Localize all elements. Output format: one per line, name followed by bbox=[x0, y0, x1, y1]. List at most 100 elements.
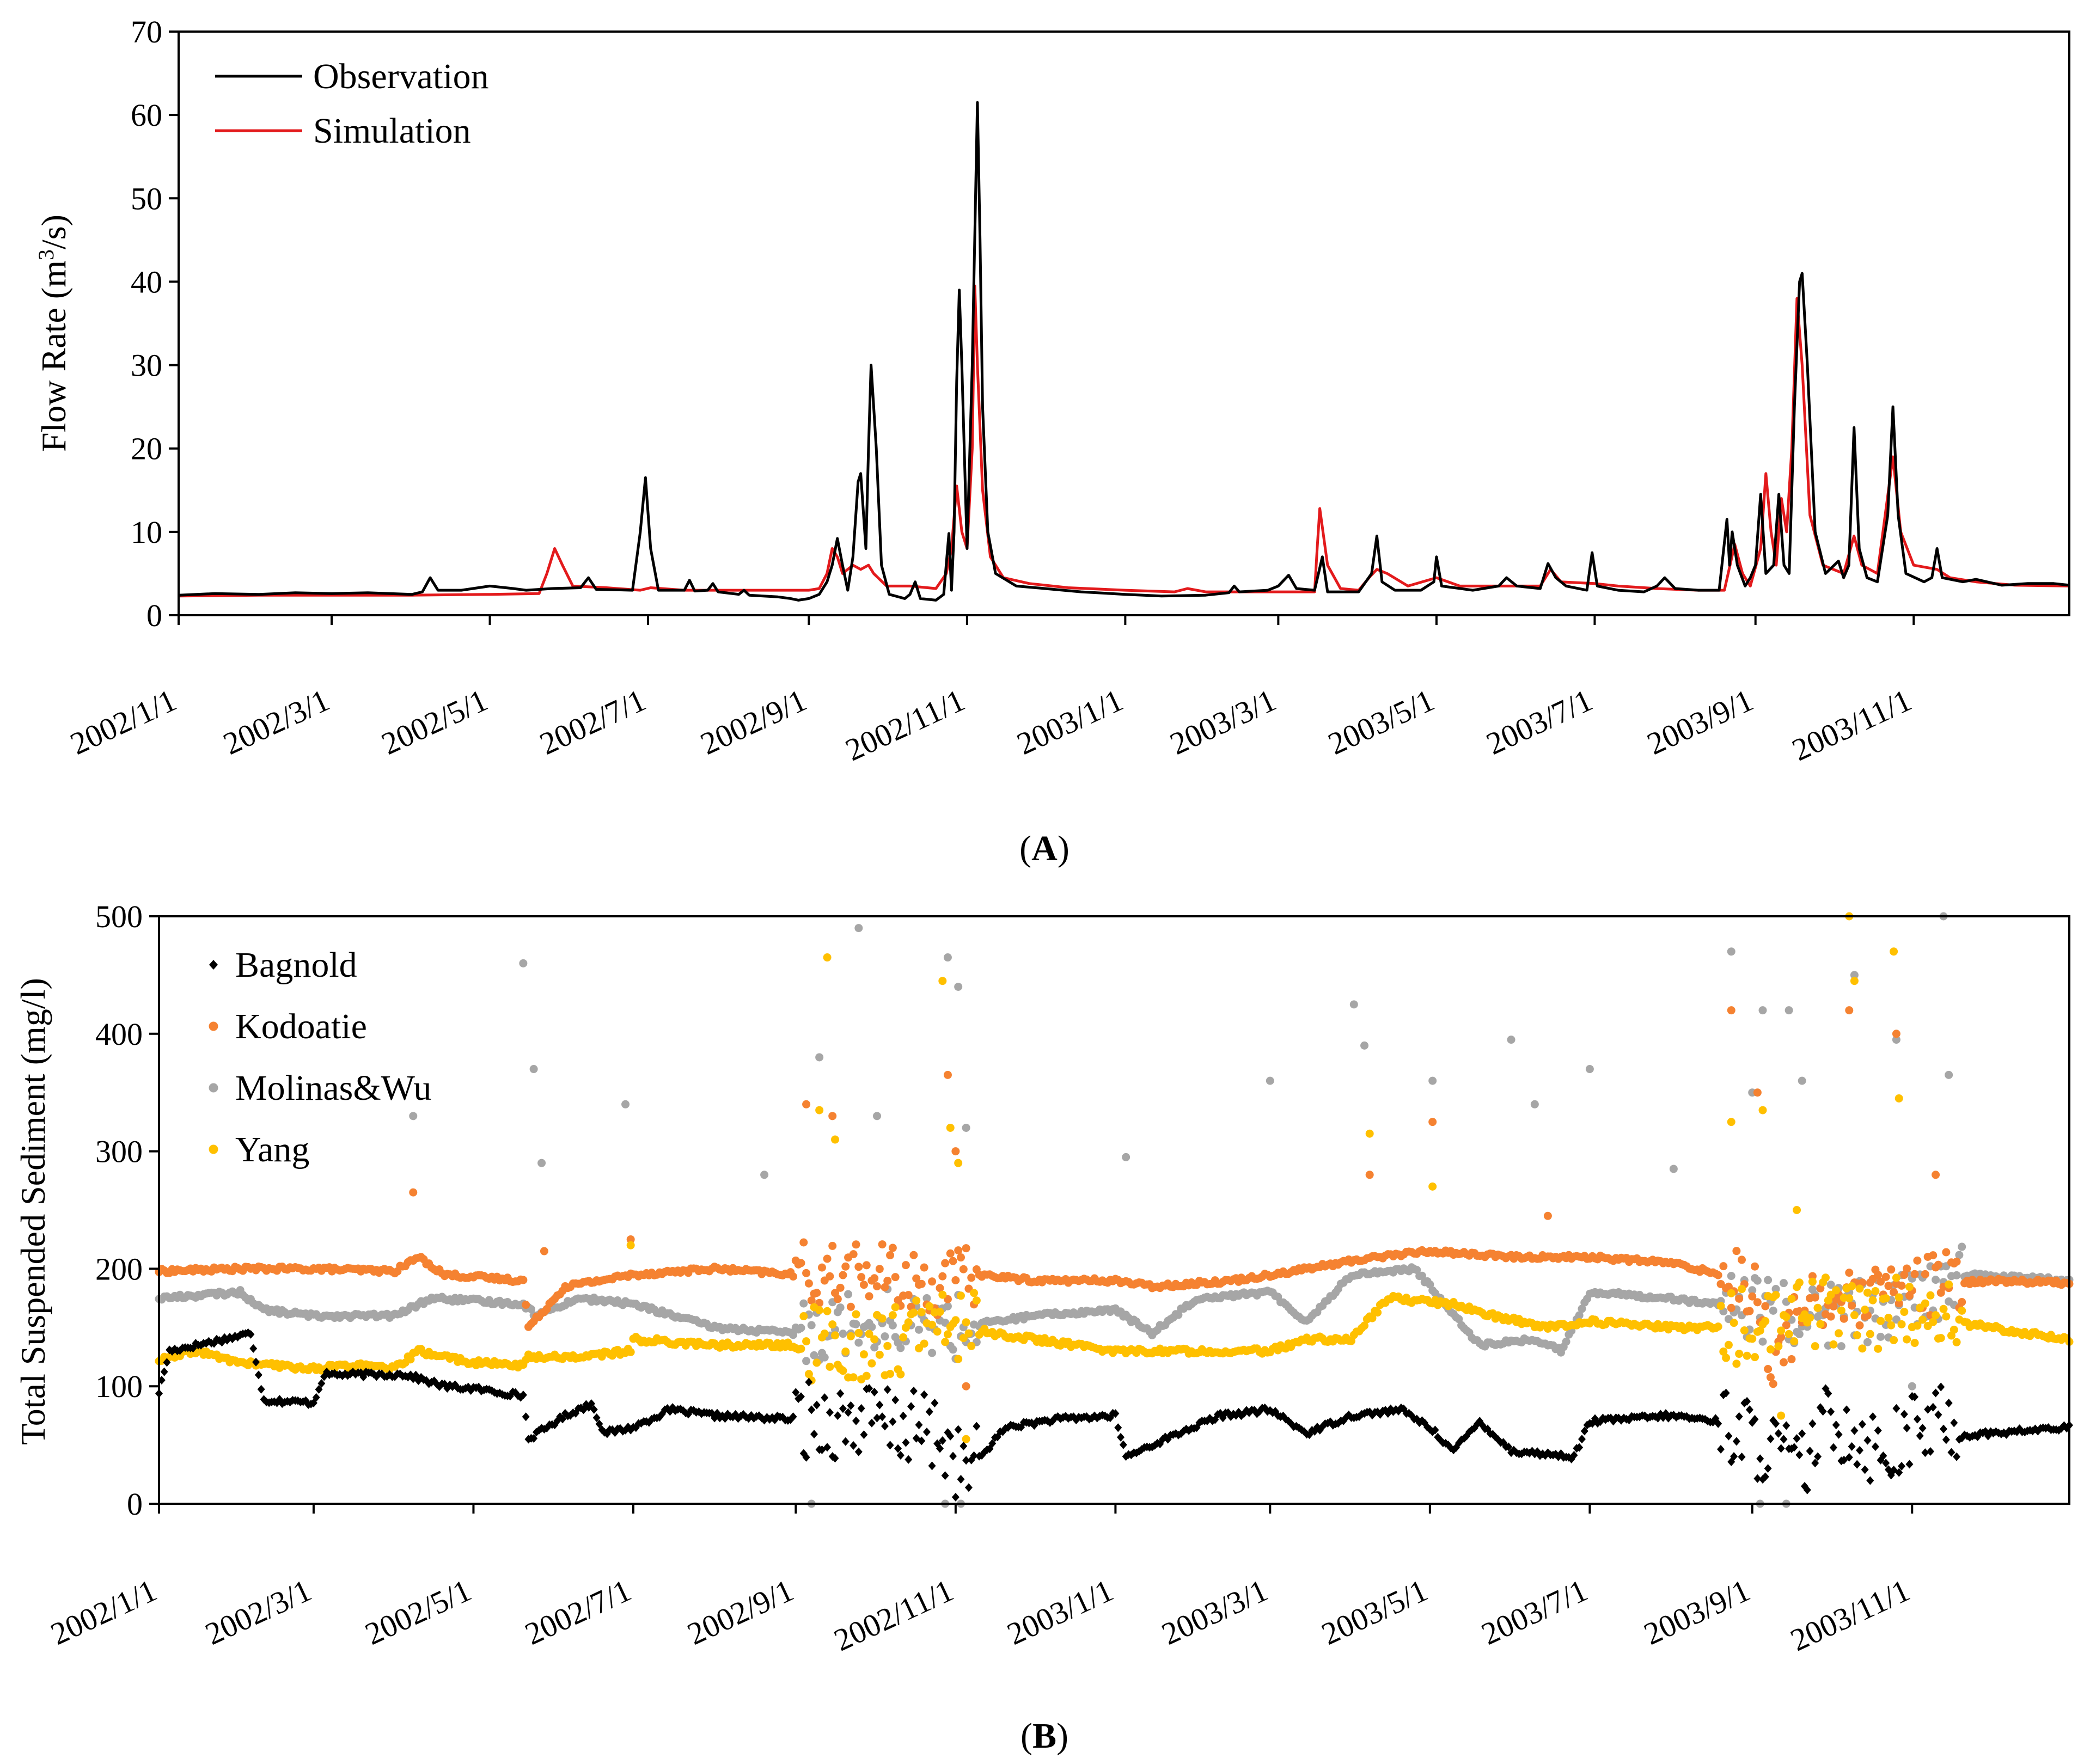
data-point bbox=[1840, 1314, 1848, 1323]
data-point bbox=[881, 1332, 889, 1341]
y-tick-label: 100 bbox=[95, 1369, 143, 1404]
data-point bbox=[943, 1302, 952, 1310]
data-point bbox=[1735, 1294, 1744, 1303]
data-point bbox=[823, 1254, 832, 1263]
data-point bbox=[954, 1355, 963, 1363]
data-point bbox=[951, 1492, 960, 1502]
data-point bbox=[789, 1331, 798, 1339]
data-point bbox=[873, 1413, 881, 1423]
data-point bbox=[820, 1329, 829, 1338]
data-point bbox=[1787, 1355, 1796, 1363]
data-point bbox=[1866, 1476, 1874, 1485]
data-point bbox=[1745, 1307, 1754, 1315]
data-point bbox=[852, 1240, 860, 1249]
data-point bbox=[1779, 1279, 1788, 1288]
data-point bbox=[1431, 1425, 1439, 1435]
data-point bbox=[917, 1279, 926, 1288]
data-point bbox=[920, 1339, 928, 1348]
data-point bbox=[878, 1240, 887, 1249]
data-point bbox=[1716, 1302, 1725, 1310]
data-point bbox=[943, 953, 952, 962]
data-point bbox=[1845, 1269, 1854, 1277]
data-point bbox=[862, 1371, 871, 1380]
data-point bbox=[1881, 1272, 1890, 1281]
data-point bbox=[972, 1296, 981, 1305]
data-point bbox=[1543, 1211, 1552, 1220]
data-point bbox=[1855, 1321, 1864, 1330]
data-point bbox=[1910, 1270, 1919, 1278]
data-point bbox=[1751, 1414, 1759, 1424]
data-point bbox=[860, 1430, 868, 1440]
data-point bbox=[810, 1351, 818, 1359]
data-point bbox=[844, 1290, 853, 1298]
data-point bbox=[257, 1385, 265, 1394]
data-point bbox=[1892, 1036, 1900, 1044]
data-point bbox=[807, 1296, 816, 1305]
legend-label-observation: Observation bbox=[313, 57, 489, 96]
data-point bbox=[1777, 1326, 1786, 1335]
data-point bbox=[920, 1263, 928, 1272]
data-point bbox=[881, 1283, 889, 1291]
data-point bbox=[828, 1320, 837, 1329]
data-point bbox=[962, 1382, 970, 1391]
data-point bbox=[828, 1241, 837, 1250]
data-point bbox=[595, 1419, 603, 1429]
data-point bbox=[1903, 1423, 1911, 1432]
data-point bbox=[1756, 1326, 1764, 1335]
data-point bbox=[1866, 1330, 1874, 1338]
x-tick-label: 2003/11/1 bbox=[1787, 682, 1917, 768]
data-point bbox=[247, 1330, 255, 1339]
y-tick-label: 0 bbox=[146, 598, 162, 633]
data-point bbox=[1811, 1293, 1819, 1302]
data-point bbox=[867, 1418, 876, 1428]
data-point bbox=[1932, 1388, 1940, 1398]
data-point bbox=[1814, 1452, 1822, 1461]
x-tick-label: 2003/5/1 bbox=[1316, 1572, 1433, 1652]
data-point bbox=[912, 1296, 921, 1305]
data-point bbox=[802, 1100, 811, 1108]
data-point bbox=[1758, 1106, 1767, 1114]
x-tick-label: 2003/9/1 bbox=[1639, 1572, 1755, 1652]
data-point bbox=[1580, 1426, 1588, 1436]
data-point bbox=[867, 1359, 876, 1368]
data-point bbox=[1266, 1076, 1274, 1085]
data-point bbox=[1871, 1442, 1879, 1451]
data-point bbox=[1929, 1251, 1938, 1260]
data-point bbox=[537, 1159, 546, 1167]
data-point bbox=[857, 1273, 866, 1282]
data-point bbox=[1806, 1447, 1814, 1456]
data-point bbox=[1727, 1303, 1735, 1312]
data-point bbox=[826, 1408, 834, 1417]
data-point bbox=[797, 1324, 805, 1332]
data-point bbox=[883, 1342, 892, 1350]
data-point bbox=[1769, 1380, 1777, 1388]
data-point bbox=[1777, 1411, 1786, 1420]
data-point bbox=[1578, 1435, 1586, 1444]
data-point bbox=[883, 1277, 892, 1285]
data-point bbox=[1349, 1000, 1358, 1009]
data-point bbox=[834, 1411, 842, 1420]
data-point bbox=[802, 1357, 811, 1365]
sediment-chart: 0 100 200 300 400 500 2002/1/1 2002/3/1 2002/5/1… bbox=[14, 899, 2074, 1756]
series-line-observation bbox=[178, 101, 2070, 602]
flow-rate-y-axis-label-superscript: 3 bbox=[34, 249, 58, 260]
legend-label: Yang bbox=[235, 1130, 309, 1169]
data-point bbox=[1737, 1285, 1746, 1294]
data-point bbox=[1714, 1322, 1722, 1331]
data-point bbox=[1898, 1461, 1906, 1471]
data-point bbox=[1829, 1340, 1838, 1349]
data-point bbox=[1842, 1405, 1850, 1414]
data-point bbox=[1947, 1448, 1955, 1457]
y-tick-label: 70 bbox=[131, 14, 162, 50]
data-point bbox=[1428, 1118, 1437, 1126]
data-point bbox=[249, 1344, 258, 1353]
sediment-legend: Bagnold Kodoatie Molinas&Wu Yang bbox=[209, 945, 431, 1169]
data-point bbox=[988, 1439, 997, 1448]
data-point bbox=[1950, 1325, 1958, 1334]
data-point bbox=[254, 1370, 262, 1380]
data-point bbox=[1737, 1255, 1746, 1264]
data-point bbox=[839, 1330, 847, 1338]
data-point bbox=[1803, 1485, 1811, 1494]
data-point bbox=[812, 1358, 821, 1367]
data-point bbox=[857, 1404, 865, 1413]
